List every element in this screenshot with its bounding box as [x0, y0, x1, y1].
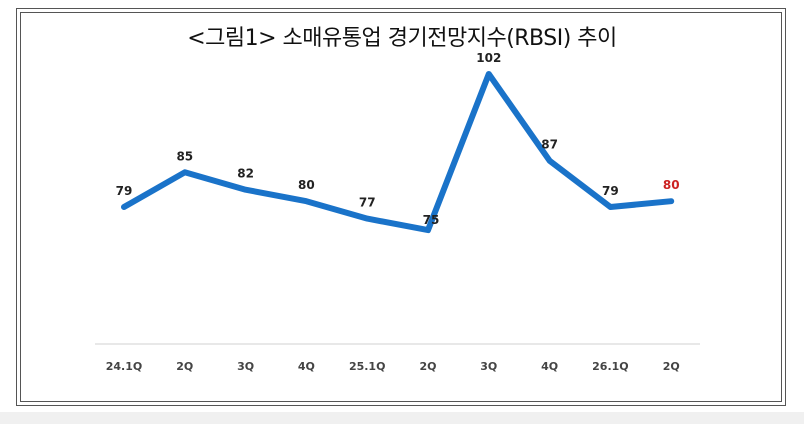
series-layer	[121, 71, 675, 234]
value-label: 80	[298, 178, 315, 192]
x-tick-label: 2Q	[663, 360, 680, 373]
data-point	[243, 187, 248, 192]
x-tick-label: 26.1Q	[592, 360, 629, 373]
x-tick-label: 3Q	[237, 360, 254, 373]
value-label: 87	[541, 138, 558, 152]
data-point	[426, 228, 430, 233]
value-label: 85	[176, 149, 193, 163]
x-tick-label: 4Q	[298, 360, 315, 373]
x-tick-label: 25.1Q	[349, 360, 386, 373]
x-tick-labels: 24.1Q 2Q 3Q 4Q 25.1Q 2Q 3Q 4Q 26.1Q 2Q	[106, 360, 680, 373]
value-label: 75	[423, 213, 440, 227]
value-label: 82	[237, 167, 254, 181]
x-tick-label: 24.1Q	[106, 360, 143, 373]
bottom-strip	[0, 412, 804, 424]
value-label: 102	[476, 51, 501, 65]
x-tick-label: 4Q	[541, 360, 558, 373]
data-point	[486, 72, 491, 76]
value-labels: 79 85 82 80 77 75 102 87 79 80	[116, 51, 680, 227]
value-label: 79	[116, 184, 133, 198]
value-label: 80	[663, 178, 680, 192]
outer-frame	[16, 8, 786, 406]
data-point	[304, 199, 309, 204]
inner-frame	[20, 12, 782, 402]
data-point	[122, 205, 126, 209]
chart-title: <그림1> 소매유통업 경기전망지수(RBSI) 추이	[187, 26, 617, 51]
series-line	[121, 71, 675, 234]
data-point	[182, 170, 187, 175]
x-tick-label: 3Q	[480, 360, 497, 373]
x-tick-label: 2Q	[419, 360, 436, 373]
value-label: 79	[602, 184, 619, 198]
value-label: 77	[359, 196, 376, 210]
data-point	[365, 216, 370, 221]
data-point	[608, 205, 613, 209]
data-point	[669, 199, 674, 204]
x-tick-label: 2Q	[176, 360, 193, 373]
data-point	[547, 158, 552, 163]
